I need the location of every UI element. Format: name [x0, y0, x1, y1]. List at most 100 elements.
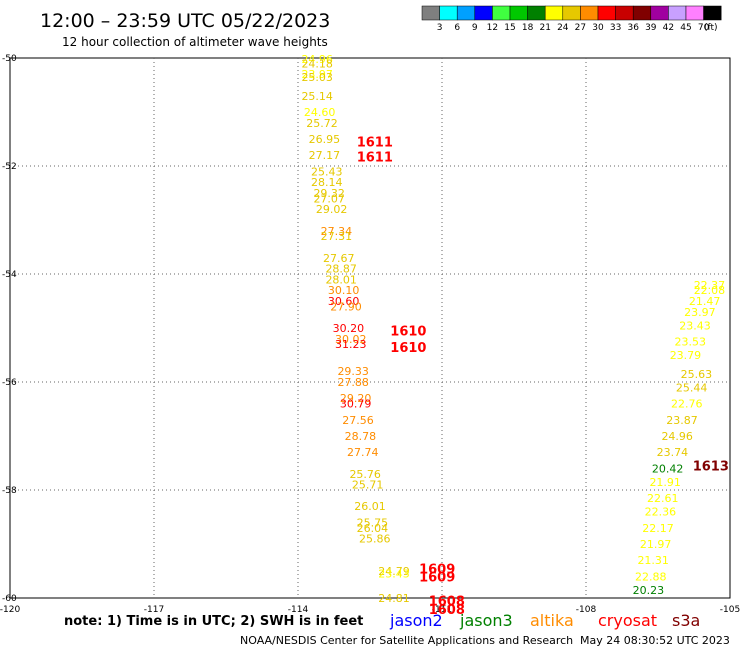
legend-label: 27 — [575, 23, 586, 33]
x-tick-label: -114 — [288, 605, 309, 615]
wave-height-value: 23.53 — [675, 336, 707, 349]
pass-time-label: 1611 — [357, 150, 393, 165]
satellite-name: cryosat — [598, 611, 657, 630]
legend-label: 9 — [472, 23, 478, 33]
color-legend: 3 6 9 12 15 18 21 24 27 30 33 36 39 42 45 70 — [421, 5, 722, 33]
y-tick-label: -60 — [2, 594, 17, 604]
legend-label: 30 — [592, 23, 604, 33]
wave-height-value: 27.17 — [309, 149, 341, 162]
satellite-name: jason3 — [459, 611, 513, 630]
wave-height-value: 25.86 — [359, 533, 391, 546]
legend-label: 15 — [504, 23, 515, 33]
y-tick-label: -54 — [2, 270, 17, 280]
pass-time-label: 1609 — [419, 570, 455, 585]
wave-height-value: 30.10 — [328, 284, 360, 297]
wave-height-value: 22.76 — [671, 398, 703, 411]
x-tick-label: -117 — [144, 605, 164, 615]
wave-height-value: 22.08 — [694, 284, 726, 297]
legend-swatch — [703, 5, 722, 21]
wave-height-value: 21.31 — [637, 554, 669, 567]
wave-height-value: 22.61 — [647, 492, 679, 505]
wave-height-value: 28.14 — [311, 176, 343, 189]
grid-lines — [10, 58, 730, 598]
wave-height-value: 23.97 — [684, 306, 716, 319]
legend-unit: (ft) — [704, 23, 718, 33]
legend-label: 24 — [557, 23, 569, 33]
satellite-name: altika — [530, 611, 574, 630]
axis-ticks: -120 -117 -114 -111 -108 -105 -50 -52 -54 -56 -58 -… — [0, 54, 740, 615]
footer-credit: NOAA/NESDIS Center for Satellite Applica… — [240, 634, 573, 647]
wave-height-value: 21.97 — [640, 538, 672, 551]
wave-height-points: 24.9624.1823.9725.0325.1424.6025.7226.95… — [301, 53, 725, 605]
wave-height-value: 23.79 — [670, 349, 702, 362]
y-tick-label: -52 — [2, 162, 17, 172]
wave-height-value: 23.97 — [301, 68, 333, 81]
wave-height-value: 24.79 — [378, 565, 410, 578]
wave-height-value: 23.43 — [378, 568, 410, 581]
y-tick-label: -50 — [2, 54, 17, 64]
wave-height-value: 27.07 — [313, 192, 345, 205]
wave-height-value: 21.47 — [689, 295, 721, 308]
wave-height-value: 30.02 — [335, 333, 367, 346]
wave-height-value: 30.20 — [333, 322, 365, 335]
legend-swatch — [632, 5, 652, 21]
wave-height-value: 25.44 — [676, 381, 708, 394]
wave-height-value: 29.33 — [337, 365, 369, 378]
wave-height-value: 27.34 — [321, 225, 353, 238]
wave-height-value: 25.71 — [352, 479, 384, 492]
y-tick-label: -58 — [2, 486, 17, 496]
wave-height-value: 31.23 — [335, 338, 367, 351]
wave-height-value: 20.42 — [652, 462, 684, 475]
x-tick-label: -108 — [576, 605, 597, 615]
wave-height-value: 25.76 — [349, 468, 381, 481]
wave-height-value: 27.56 — [342, 414, 374, 427]
chart-subtitle: 12 hour collection of altimeter wave hei… — [62, 35, 328, 49]
legend-swatch — [685, 5, 704, 21]
legend-swatch — [597, 5, 616, 21]
legend-label: 36 — [627, 23, 639, 33]
wave-height-value: 22.88 — [635, 570, 667, 583]
footer-timestamp: May 24 08:30:52 UTC 2023 — [580, 634, 730, 647]
legend-swatch — [456, 5, 476, 21]
pass-time-label: 1611 — [357, 136, 393, 151]
wave-height-value: 24.60 — [304, 106, 336, 119]
wave-height-value: 22.37 — [694, 279, 726, 292]
wave-height-value: 29.32 — [313, 187, 345, 200]
y-tick-label: -56 — [2, 378, 17, 388]
wave-height-value: 27.90 — [330, 300, 362, 313]
legend-label: 18 — [522, 23, 534, 33]
wave-height-value: 24.81 — [378, 592, 410, 605]
legend-label: 42 — [663, 23, 674, 33]
wave-height-value: 28.78 — [345, 430, 377, 443]
plot-area: -120 -117 -114 -111 -108 -105 -50 -52 -54 -56 -58 -… — [0, 53, 740, 618]
legend-label: 39 — [645, 23, 657, 33]
legend-swatch — [527, 5, 546, 21]
pass-time-label: 1609 — [419, 562, 455, 577]
wave-height-value: 25.72 — [306, 117, 338, 130]
wave-height-value: 24.96 — [301, 53, 333, 66]
wave-height-value: 27.67 — [323, 252, 355, 265]
plot-frame — [9, 57, 731, 599]
wave-height-value: 30.60 — [328, 295, 360, 308]
pass-time-label: 1608 — [429, 595, 465, 610]
legend-swatch — [562, 5, 581, 21]
pass-time-label: 1613 — [693, 460, 729, 475]
wave-height-value: 20.23 — [633, 584, 665, 597]
x-tick-label: -105 — [720, 605, 740, 615]
legend-label: 6 — [454, 23, 460, 33]
legend-label: 3 — [437, 23, 443, 33]
satellite-name: jason2 — [389, 611, 443, 630]
pass-time-label: 1610 — [390, 325, 426, 340]
legend-swatch — [615, 5, 634, 21]
wave-height-value: 26.01 — [354, 500, 386, 513]
pass-time-label: 1610 — [390, 341, 426, 356]
wave-height-value: 25.63 — [681, 368, 713, 381]
wave-height-value: 21.91 — [649, 476, 681, 489]
wave-height-value: 30.79 — [340, 398, 372, 411]
wave-height-value: 23.74 — [657, 446, 689, 459]
satellite-name: s3a — [672, 611, 700, 630]
wave-height-value: 28.01 — [325, 273, 357, 286]
x-tick-label: -120 — [0, 605, 20, 615]
legend-swatch — [421, 5, 440, 21]
